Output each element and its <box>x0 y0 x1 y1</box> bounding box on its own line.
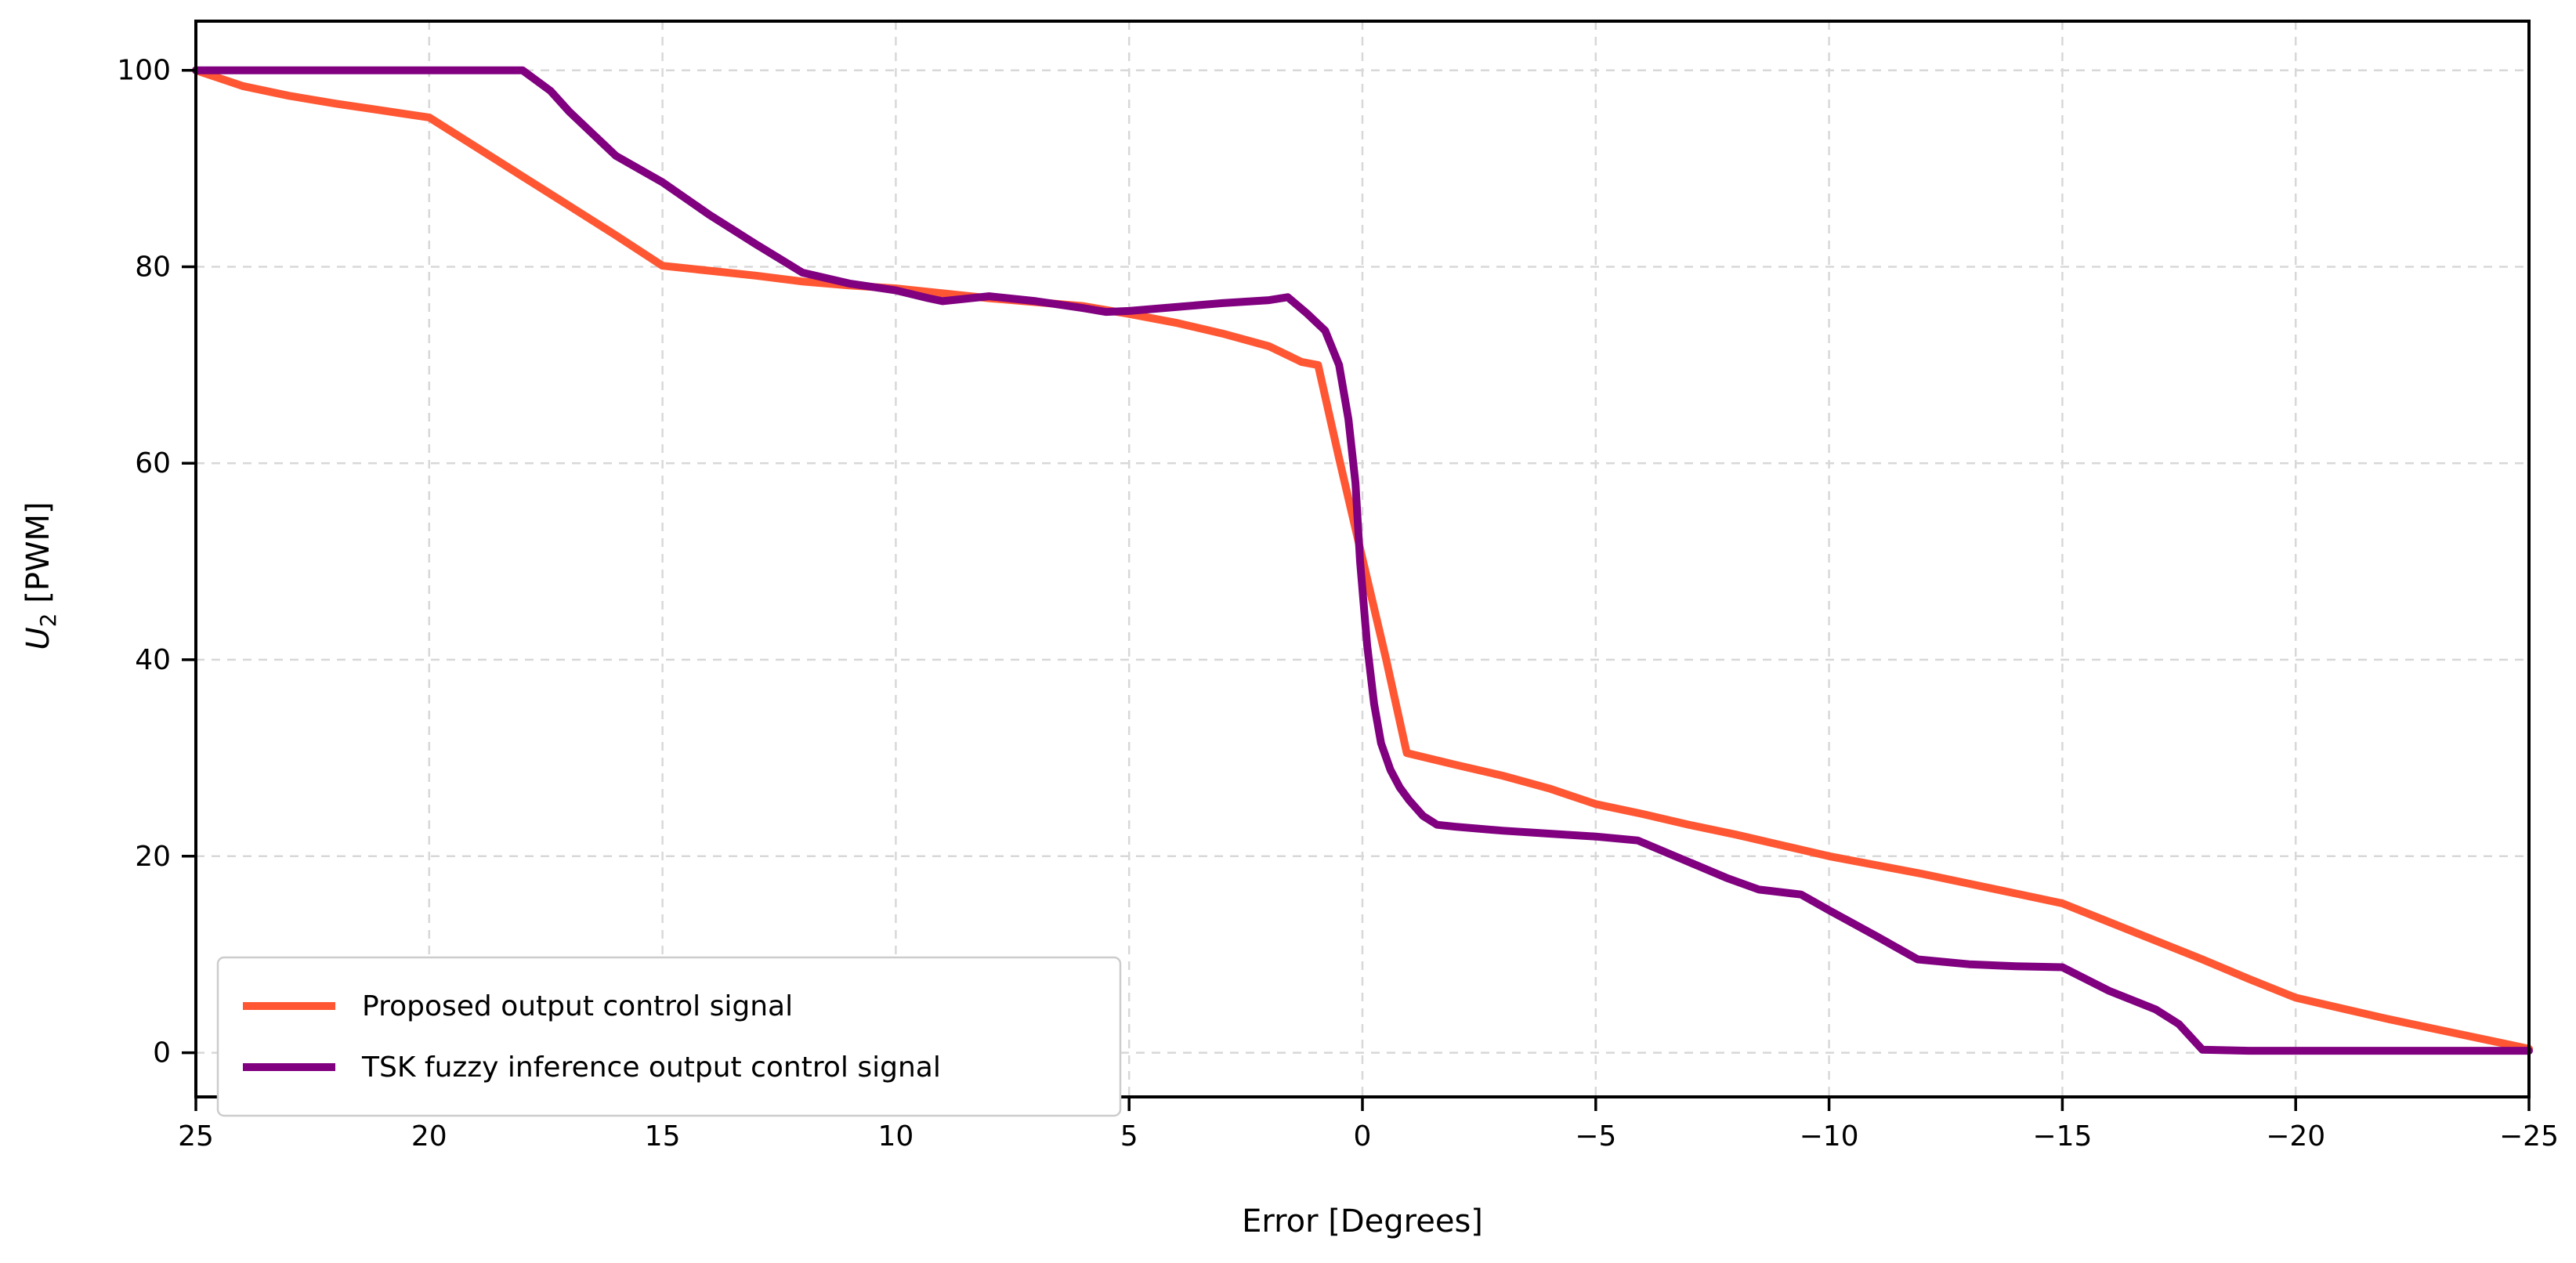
x-tick-label: −15 <box>2032 1120 2092 1153</box>
y-tick-label: 0 <box>153 1037 171 1069</box>
x-tick-label: 5 <box>1120 1120 1138 1153</box>
x-tick-label: −10 <box>1800 1120 1859 1153</box>
legend-item-label: TSK fuzzy inference output control signa… <box>361 1051 941 1084</box>
legend-item: TSK fuzzy inference output control signa… <box>243 1051 941 1084</box>
x-tick-label: 25 <box>178 1120 214 1153</box>
series-line-1 <box>192 66 2533 1055</box>
x-tick-label: −20 <box>2266 1120 2325 1153</box>
legend-box <box>216 956 1122 1117</box>
series-lines <box>192 66 2533 1055</box>
y-tick-label: 100 <box>117 55 171 87</box>
y-axis-label-unit: [PWM] <box>20 501 56 613</box>
legend-item: Proposed output control signal <box>243 990 793 1022</box>
x-tick-label: −5 <box>1575 1120 1616 1153</box>
x-tick-label: 0 <box>1354 1120 1372 1153</box>
axis-tick-labels: 25 20 15 10 5 0 −5 −10 −15 −20 −25 0 20 40 60 80 100 <box>117 55 2559 1153</box>
y-axis-label-variable: U <box>20 627 56 650</box>
y-axis-label-subscript: 2 <box>35 613 61 628</box>
y-tick-label: 20 <box>135 841 171 873</box>
y-tick-label: 80 <box>135 251 171 283</box>
y-tick-label: 60 <box>135 447 171 480</box>
x-tick-label: 20 <box>411 1120 447 1153</box>
axis-ticks <box>182 68 2531 1111</box>
y-tick-label: 40 <box>135 644 171 676</box>
x-tick-label: −25 <box>2499 1120 2559 1153</box>
x-axis-label: Error [Degrees] <box>1242 1203 1483 1239</box>
legend: Proposed output control signal TSK fuzzy … <box>216 956 1122 1117</box>
series-line-0 <box>192 66 2533 1053</box>
x-tick-label: 10 <box>877 1120 914 1153</box>
y-axis-label: U2 [PWM] <box>20 501 61 650</box>
x-tick-label: 15 <box>645 1120 681 1153</box>
legend-item-label: Proposed output control signal <box>362 990 793 1022</box>
